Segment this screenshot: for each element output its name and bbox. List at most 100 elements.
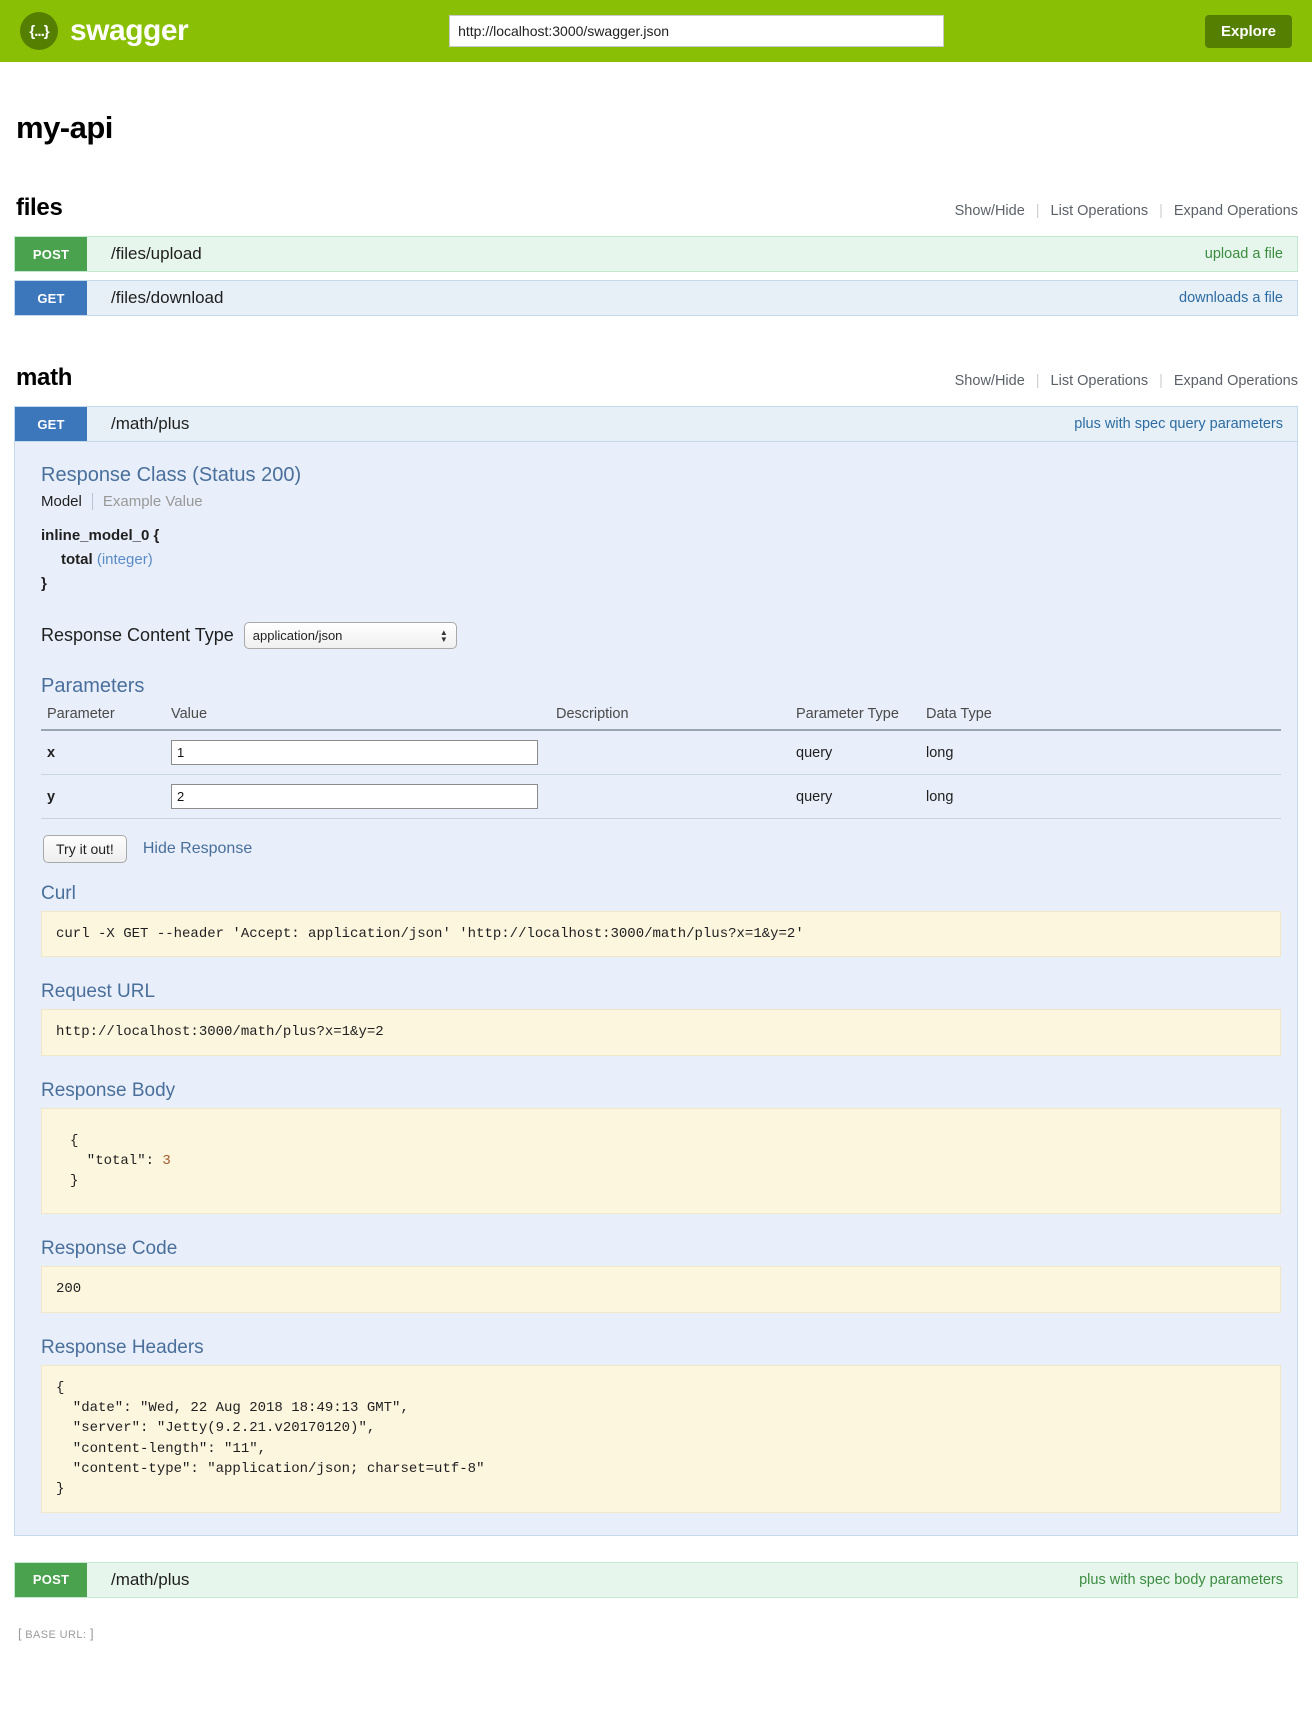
table-row: x query long xyxy=(41,730,1281,775)
operation-post-math-plus[interactable]: POST /math/plus plus with spec body para… xyxy=(14,1561,1298,1598)
parameter-name: y xyxy=(41,774,171,819)
tab-model[interactable]: Model xyxy=(41,493,82,510)
response-body-close: } xyxy=(70,1173,79,1190)
model-property-type: (integer) xyxy=(96,551,153,568)
header-value: Value xyxy=(171,702,556,731)
parameter-value-cell xyxy=(171,774,556,819)
operation-get-files-download[interactable]: GET /files/download downloads a file xyxy=(14,280,1298,316)
tab-divider xyxy=(91,493,93,510)
operation-get-math-plus[interactable]: GET /math/plus plus with spec query para… xyxy=(14,406,1298,1536)
try-it-out-button[interactable]: Try it out! xyxy=(43,835,127,863)
response-content-type-label: Response Content Type xyxy=(41,625,234,645)
response-headers: { "date": "Wed, 22 Aug 2018 18:49:13 GMT… xyxy=(41,1364,1281,1513)
operation-header[interactable]: POST /files/upload upload a file xyxy=(14,236,1298,272)
page-title: my-api xyxy=(16,110,113,145)
hide-response-link[interactable]: Hide Response xyxy=(142,840,253,857)
operation-path: /files/download xyxy=(111,288,224,307)
chevron-up-icon: ▲ xyxy=(439,627,448,637)
expand-operations-link[interactable]: Expand Operations xyxy=(1173,373,1298,389)
operation-header[interactable]: POST /math/plus plus with spec body para… xyxy=(14,1561,1298,1598)
parameter-input-y[interactable] xyxy=(171,784,538,809)
resource-options: Show/Hide | List Operations | Expand Ope… xyxy=(955,203,1298,222)
list-operations-link[interactable]: List Operations xyxy=(1050,373,1149,389)
resource-name: files xyxy=(16,194,63,221)
response-code-title: Response Code xyxy=(41,1238,178,1260)
parameter-input-x[interactable] xyxy=(171,740,538,765)
operation-summary[interactable]: plus with spec body parameters xyxy=(1079,1571,1283,1588)
response-headers-title: Response Headers xyxy=(41,1336,204,1358)
model-property-total: total (integer) xyxy=(41,548,1281,572)
operation-details-panel: Response Class (Status 200) Model Exampl… xyxy=(14,442,1298,1536)
option-separator: | xyxy=(1159,203,1163,219)
model-schema: inline_model_0 { total (integer) } xyxy=(41,524,1281,596)
list-operations-link[interactable]: List Operations xyxy=(1050,203,1149,219)
header-parameter: Parameter xyxy=(41,702,171,731)
operation-path: /files/upload xyxy=(111,244,202,263)
option-separator: | xyxy=(1159,373,1163,389)
parameter-data-type: long xyxy=(926,774,1281,819)
explore-button[interactable]: Explore xyxy=(1204,14,1292,48)
resource-options: Show/Hide | List Operations | Expand Ope… xyxy=(955,373,1298,392)
show-hide-link[interactable]: Show/Hide xyxy=(954,373,1025,389)
method-badge: POST xyxy=(15,237,87,271)
table-header-row: Parameter Value Description Parameter Ty… xyxy=(41,702,1281,731)
footer-base-url-label: BASE URL: xyxy=(25,1628,87,1641)
response-body-value: 3 xyxy=(162,1152,171,1169)
header-data-type: Data Type xyxy=(926,702,1281,731)
swagger-logo-icon: {...} xyxy=(20,12,58,50)
parameter-type: query xyxy=(796,774,926,819)
response-content-type-row: Response Content Type application/json ▲… xyxy=(41,622,1281,649)
model-property-name: total xyxy=(61,551,93,568)
expand-operations-link[interactable]: Expand Operations xyxy=(1173,203,1298,219)
show-hide-link[interactable]: Show/Hide xyxy=(954,203,1025,219)
spec-url-input[interactable] xyxy=(449,15,945,47)
request-url: http://localhost:3000/math/plus?x=1&y=2 xyxy=(41,1009,1281,1056)
operation-header[interactable]: GET /math/plus plus with spec query para… xyxy=(14,406,1298,442)
operation-header[interactable]: GET /files/download downloads a file xyxy=(14,280,1298,316)
table-row: y query long xyxy=(41,774,1281,819)
parameter-name: x xyxy=(41,730,171,775)
brand-name: swagger xyxy=(70,14,189,47)
operation-path: /math/plus xyxy=(111,1569,190,1589)
spec-url-wrap xyxy=(188,15,1205,47)
brand: {...} swagger xyxy=(20,12,189,50)
parameter-description xyxy=(556,730,796,775)
response-body-key: "total": xyxy=(70,1152,163,1169)
option-separator: | xyxy=(1035,203,1040,219)
footer-close-bracket: ] xyxy=(89,1625,94,1641)
parameter-type: query xyxy=(796,730,926,775)
tab-example-value[interactable]: Example Value xyxy=(102,493,203,510)
resource-header-files: files Show/Hide | List Operations | Expa… xyxy=(14,194,1298,228)
model-open-line: inline_model_0 { xyxy=(41,527,160,544)
response-body: { "total": 3 } xyxy=(41,1107,1281,1215)
method-badge: POST xyxy=(15,1562,87,1597)
request-url-title: Request URL xyxy=(41,981,156,1003)
operation-summary[interactable]: plus with spec query parameters xyxy=(1074,416,1283,432)
footer-open-bracket: [ xyxy=(18,1625,22,1641)
resource-header-math: math Show/Hide | List Operations | Expan… xyxy=(14,364,1298,398)
page-content: my-api files Show/Hide | List Operations… xyxy=(0,110,1312,1657)
parameter-description xyxy=(556,774,796,819)
parameter-value-cell xyxy=(171,730,556,775)
operation-summary[interactable]: downloads a file xyxy=(1179,290,1283,306)
curl-title: Curl xyxy=(41,883,76,904)
curl-command: curl -X GET --header 'Accept: applicatio… xyxy=(41,911,1281,958)
parameters-table: Parameter Value Description Parameter Ty… xyxy=(41,702,1281,819)
model-tabs: Model Example Value xyxy=(41,493,1281,510)
response-class-title: Response Class (Status 200) xyxy=(41,464,302,486)
response-content-type-select[interactable]: application/json ▲ ▼ xyxy=(243,622,457,649)
response-code: 200 xyxy=(41,1266,1281,1313)
operation-actions: Try it out! Hide Response xyxy=(43,835,1281,863)
footer-base-url: [ BASE URL: ] xyxy=(14,1616,1298,1657)
response-content-type-value: application/json xyxy=(252,628,343,643)
response-body-title: Response Body xyxy=(41,1079,176,1101)
header-parameter-type: Parameter Type xyxy=(796,702,926,731)
header-description: Description xyxy=(556,702,796,731)
option-separator: | xyxy=(1035,373,1040,389)
operation-post-files-upload[interactable]: POST /files/upload upload a file xyxy=(14,236,1298,272)
operation-summary[interactable]: upload a file xyxy=(1204,246,1283,262)
chevron-updown-icon: ▲ ▼ xyxy=(439,627,448,643)
response-body-open: { xyxy=(70,1132,79,1149)
operation-path: /math/plus xyxy=(111,414,190,433)
topbar: {...} swagger Explore xyxy=(0,0,1312,62)
